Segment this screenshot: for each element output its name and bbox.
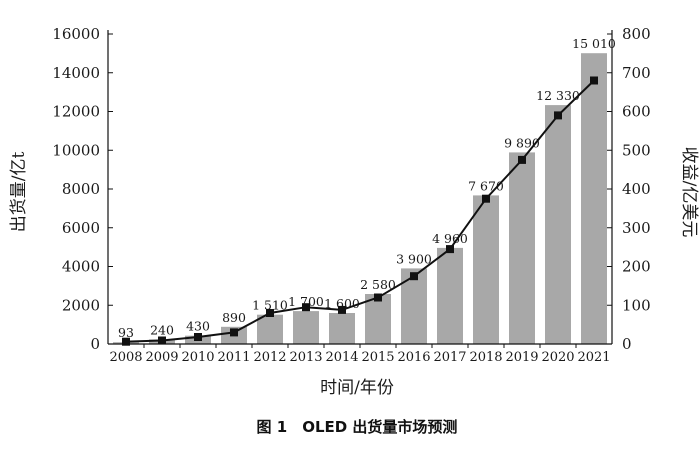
x-tick-label-2010: 2010 — [181, 350, 214, 365]
left-tick-label: 4000 — [62, 258, 100, 276]
left-tick-label: 14000 — [52, 64, 100, 82]
right-tick-label: 100 — [622, 296, 651, 314]
x-tick-label-2019: 2019 — [505, 350, 538, 365]
x-tick-label-2013: 2013 — [289, 350, 322, 365]
bar-label-2011: 890 — [222, 310, 246, 325]
revenue-point-2017 — [446, 245, 454, 254]
left-tick-label: 0 — [90, 335, 100, 353]
bar-label-2012: 1 510 — [252, 298, 288, 313]
bar-label-2013: 1 700 — [288, 294, 324, 309]
revenue-point-2010 — [194, 333, 202, 341]
bar-2015 — [365, 294, 391, 344]
bar-2019 — [509, 152, 535, 344]
x-tick-label-2020: 2020 — [541, 350, 574, 365]
x-tick-label-2009: 2009 — [145, 350, 178, 365]
axes — [107, 30, 613, 345]
x-tick-label-2021: 2021 — [577, 350, 610, 365]
bar-label-2009: 240 — [150, 322, 174, 337]
bar-label-2020: 12 330 — [536, 88, 580, 103]
revenue-line — [125, 79, 595, 343]
revenue-point-2018 — [482, 194, 490, 203]
bar-2013 — [293, 311, 319, 344]
right-tick-label: 300 — [622, 219, 651, 237]
revenue-point-2019 — [518, 155, 526, 164]
bar-label-2008: 93 — [118, 325, 134, 340]
revenue-point-2015 — [374, 293, 382, 302]
left-tick-label: 12000 — [52, 103, 100, 121]
left-tick-label: 8000 — [62, 180, 100, 198]
bar-2017 — [437, 247, 463, 344]
figure-caption: 图 1 OLED 出货量市场预测 — [257, 418, 458, 436]
x-axis-ticks: 2008 2009 2010 2011 2012 2013 2014 2015 2016 2017… — [109, 344, 611, 365]
right-tick-label: 800 — [622, 25, 651, 43]
revenue-point-2013 — [302, 303, 310, 312]
revenue-point-2014 — [338, 305, 346, 314]
x-tick-label-2011: 2011 — [217, 350, 250, 365]
right-tick-label: 200 — [622, 258, 651, 276]
bar-2012 — [257, 314, 283, 344]
bar-series — [113, 53, 607, 344]
x-tick-label-2018: 2018 — [469, 350, 502, 365]
revenue-point-2012 — [266, 309, 274, 317]
revenue-line-series — [122, 76, 598, 346]
bar-2018 — [473, 195, 499, 344]
right-axis-ticks: 0 100 200 300 400 500 600 700 800 — [607, 25, 651, 353]
revenue-point-2021 — [590, 76, 598, 85]
x-tick-label-2016: 2016 — [397, 350, 430, 365]
right-tick-label: 600 — [622, 103, 651, 121]
x-tick-label-2012: 2012 — [253, 350, 286, 365]
revenue-point-2020 — [554, 111, 562, 120]
bar-label-2010: 430 — [186, 319, 210, 334]
bar-label-2019: 9 890 — [504, 135, 540, 150]
left-tick-label: 10000 — [52, 141, 100, 159]
x-tick-label-2017: 2017 — [433, 350, 466, 365]
x-tick-label-2008: 2008 — [109, 350, 142, 365]
bar-label-2016: 3 900 — [396, 251, 432, 266]
bar-2020 — [545, 105, 571, 344]
left-axis-title: 出货量/亿t — [9, 152, 29, 233]
bar-2021 — [581, 53, 607, 344]
x-tick-label-2014: 2014 — [325, 350, 358, 365]
right-axis-title: 收益/亿美元 — [679, 147, 699, 238]
bar-label-2021: 15 010 — [572, 36, 616, 51]
revenue-point-2009 — [158, 336, 166, 345]
right-tick-label: 700 — [622, 64, 651, 82]
left-axis-ticks: 0 2000 4000 6000 8000 10000 12000 14000 16000 — [52, 25, 113, 353]
left-tick-label: 6000 — [62, 219, 100, 237]
right-tick-label: 500 — [622, 141, 651, 159]
bar-label-2015: 2 580 — [360, 277, 396, 292]
right-tick-label: 0 — [622, 335, 632, 353]
revenue-point-2011 — [230, 328, 238, 337]
left-tick-label: 2000 — [62, 296, 100, 314]
right-tick-label: 400 — [622, 180, 651, 198]
revenue-point-2016 — [410, 272, 418, 281]
x-axis-title: 时间/年份 — [320, 378, 394, 398]
bar-label-2017: 4 960 — [432, 231, 468, 246]
x-tick-label-2015: 2015 — [361, 350, 394, 365]
revenue-point-2008 — [122, 337, 130, 346]
bar-2014 — [329, 313, 355, 344]
left-tick-label: 16000 — [52, 25, 100, 43]
